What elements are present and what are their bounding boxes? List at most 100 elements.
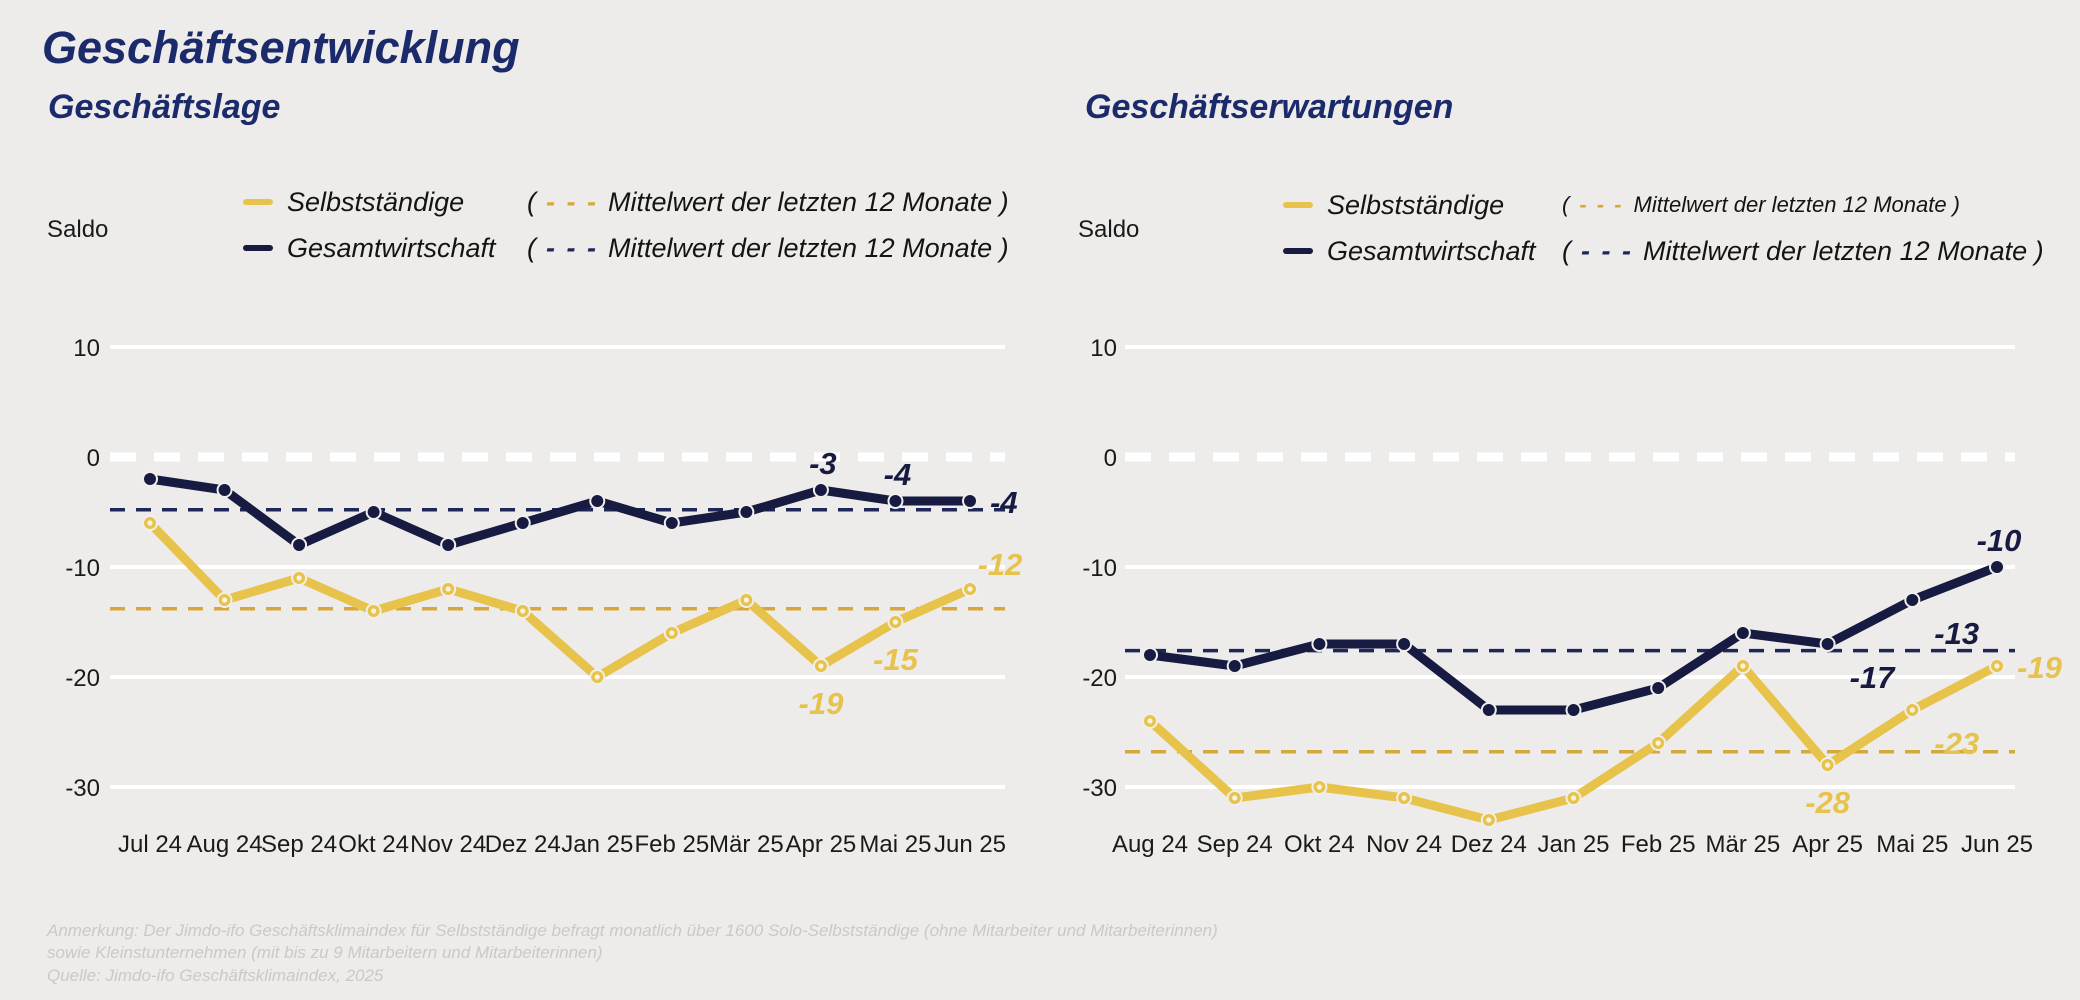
value-label-gesamtwirtschaft: -4 [990,485,1018,520]
data-point-gesamtwirtschaft [142,471,158,487]
x-tick-label: Aug 24 [1112,831,1188,858]
x-tick-label: Mär 25 [1706,831,1781,858]
chart-title-geschaeftslage: Geschäftslage [48,88,281,126]
data-point-center [371,608,377,614]
value-label-selbststaendige: -19 [2017,650,2063,685]
data-point-gesamtwirtschaft [291,537,308,553]
data-point-center [520,608,526,614]
data-point-center [967,586,973,592]
y-tick-label: -10 [1082,555,1117,582]
value-label-selbststaendige: -12 [978,547,1023,582]
data-point-gesamtwirtschaft [1565,702,1582,718]
data-point-gesamtwirtschaft [514,515,531,531]
value-label-gesamtwirtschaft: -4 [884,457,912,492]
data-point-gesamtwirtschaft [1142,647,1158,663]
value-label-selbststaendige: -23 [1934,726,1979,761]
legend-label-gesamtwirtschaft: Gesamtwirtschaft [287,232,496,263]
y-tick-label: 0 [87,445,100,472]
x-tick-label: Feb 25 [634,831,709,858]
chart-geschaeftserwartungen-plot: 10 0 -10 -20 -30 Aug 24 Sep 24 Okt 24 Nov 24 Dez … [1082,335,2063,858]
x-tick-label: Okt 24 [1284,831,1355,858]
data-point-gesamtwirtschaft [1650,680,1667,696]
data-point-gesamtwirtschaft [962,493,978,509]
y-tick-label: 10 [1090,335,1117,362]
legend-row-selbststaendige: Selbstständige (- - - Mittelwert der letz… [1283,188,2044,222]
mean-line-dashes-yellow: - - - [546,186,598,217]
data-point-gesamtwirtschaft [1396,636,1413,652]
paren-open: ( [1562,235,1571,266]
legend-row-gesamtwirtschaft: Gesamtwirtschaft ( - - - Mittelwert der le… [243,231,1009,265]
series-line-selbststaendige [145,518,975,682]
value-label-selbststaendige: -15 [873,642,919,677]
data-point-center [147,520,153,526]
paren-open: ( [1562,192,1570,217]
series-line-gesamtwirtschaft [145,474,975,550]
data-point-center [1655,740,1661,746]
data-point-gesamtwirtschaft [812,482,829,498]
y-tick-label: -20 [65,665,100,692]
data-point-gesamtwirtschaft [216,482,233,498]
legend-label-selbststaendige: Selbstständige [1327,189,1505,220]
data-point-center [1740,663,1746,669]
data-point-gesamtwirtschaft [1904,592,1921,608]
data-point-center [445,586,451,592]
value-label-selbststaendige: -28 [1805,785,1851,820]
y-tick-label: -30 [1082,775,1117,802]
mean-caption-text: Mittelwert der letzten 12 Monate ) [1642,235,2044,266]
data-point-center [818,663,824,669]
x-tick-label: Dez 24 [485,831,561,858]
data-point-center [743,597,749,603]
data-point-gesamtwirtschaft [1819,636,1836,652]
x-tick-label: Jan 25 [561,831,633,858]
legend-mean-caption: (- - - Mittelwert der letzten 12 Monate ) [1562,192,1960,218]
x-tick-label: Sep 24 [261,831,337,858]
data-point-center [594,674,600,680]
y-tick-label: 10 [73,335,100,362]
data-point-gesamtwirtschaft [1226,658,1243,674]
x-tick-label: Jul 24 [118,831,182,858]
y-tick-label: -20 [1082,665,1117,692]
data-point-center [1825,762,1831,768]
data-point-gesamtwirtschaft [1311,636,1328,652]
data-point-center [1486,817,1492,823]
data-point-center [1994,663,2000,669]
mean-line-dashes-yellow: - - - [1579,192,1624,217]
data-point-gesamtwirtschaft [589,493,606,509]
x-tick-label: Apr 25 [1792,831,1863,858]
x-tick-label: Mai 25 [859,831,931,858]
paren-open: ( [527,232,536,263]
data-point-center [221,597,228,603]
x-tick-label: Aug 24 [187,831,263,858]
selbststaendige-line-swatch [243,199,273,205]
selbststaendige-line-swatch [1283,202,1313,208]
y-tick-label: 0 [1104,445,1117,472]
mean-caption-text: Mittelwert der letzten 12 Monate ) [607,186,1009,217]
x-tick-label: Jun 25 [1961,831,2033,858]
footnote-line-1: Anmerkung: Der Jimdo-ifo Geschäftsklimai… [47,921,1218,940]
x-tick-label: Apr 25 [786,831,857,858]
y-tick-label: -10 [65,555,100,582]
data-point-gesamtwirtschaft [663,515,680,531]
data-point-center [1232,795,1238,801]
y-axis-label-right: Saldo [1078,216,1140,243]
legend-mean-caption: (- - - Mittelwert der letzten 12 Monate ) [1562,236,2044,267]
legend-row-selbststaendige: Selbstständige (- - - Mittelwert der letz… [243,185,1009,219]
x-tick-label: Jun 25 [934,831,1006,858]
data-point-center [1909,707,1915,713]
x-tick-label: Nov 24 [1366,831,1442,858]
x-tick-label: Mär 25 [709,831,784,858]
data-point-center [296,575,302,581]
page-title: Geschäftsentwicklung [42,22,520,73]
mean-caption-text: Mittelwert der letzten 12 Monate ) [607,232,1009,263]
legend-label-gesamtwirtschaft: Gesamtwirtschaft [1327,235,1536,266]
mean-line-dashes-navy: - - - [546,232,598,263]
value-label-gesamtwirtschaft: -13 [1934,616,1979,651]
legend-right: Selbstständige (- - - Mittelwert der letz… [1283,188,2044,280]
data-point-center [1147,718,1153,724]
legend-label-selbststaendige: Selbstständige [287,186,465,217]
x-tick-label: Okt 24 [338,831,409,858]
x-tick-label: Feb 25 [1621,831,1696,858]
value-label-selbststaendige: -19 [799,686,845,721]
